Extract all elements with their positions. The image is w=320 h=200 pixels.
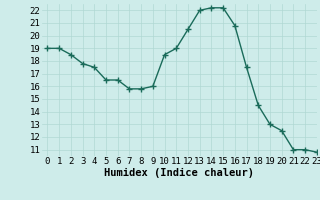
X-axis label: Humidex (Indice chaleur): Humidex (Indice chaleur) bbox=[104, 168, 254, 178]
